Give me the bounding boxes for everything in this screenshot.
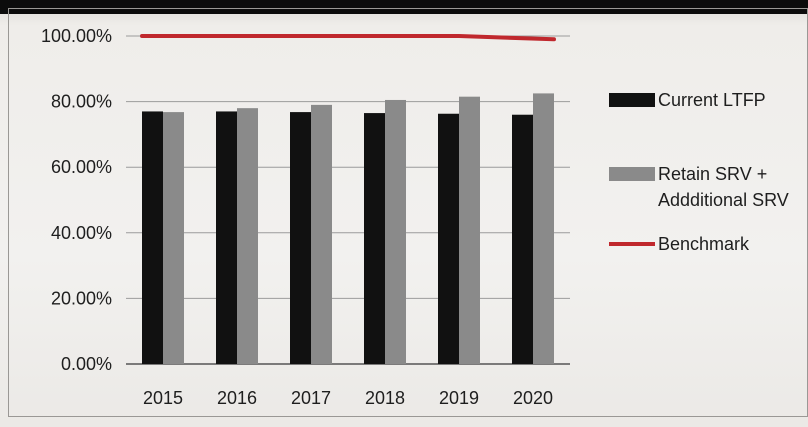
x-tick-label: 2019	[439, 388, 479, 408]
bar-retain-srv	[163, 112, 184, 364]
bar-current-ltfp	[438, 113, 459, 365]
y-tick-label: 40.00%	[51, 223, 112, 243]
bar-retain-srv	[385, 99, 406, 365]
y-tick-label: 0.00%	[61, 354, 112, 374]
bar-current-ltfp	[142, 111, 163, 364]
legend-label-benchmark: Benchmark	[658, 234, 750, 254]
legend: Current LTFP Retain SRV + Addditional SRV B…	[609, 90, 789, 254]
y-tick-label: 60.00%	[51, 157, 112, 177]
bar-retain-srv	[459, 96, 480, 365]
x-tick-label: 2018	[365, 388, 405, 408]
bar-current-ltfp	[290, 112, 311, 364]
x-tick-label: 2020	[513, 388, 553, 408]
x-axis-ticks: 2015 2016 2017 2018 2019 2020	[143, 388, 553, 408]
x-tick-label: 2016	[217, 388, 257, 408]
bar-retain-srv	[533, 93, 554, 365]
legend-swatch-current-ltfp	[609, 93, 655, 107]
x-tick-label: 2017	[291, 388, 331, 408]
scan-top-edge	[0, 0, 808, 14]
y-tick-label: 20.00%	[51, 288, 112, 308]
legend-label-current-ltfp: Current LTFP	[658, 90, 766, 110]
gridlines	[126, 35, 570, 365]
legend-swatch-retain-srv	[609, 167, 655, 181]
bar-retain-srv	[237, 108, 258, 364]
bar-retain-srv	[311, 104, 332, 364]
legend-label-retain-srv: Retain SRV + Addditional SRV	[658, 164, 789, 210]
benchmark-line-layer	[140, 34, 556, 42]
bars	[142, 93, 554, 365]
y-tick-label: 80.00%	[51, 92, 112, 112]
benchmark-line	[140, 34, 556, 42]
x-tick-label: 2015	[143, 388, 183, 408]
bar-current-ltfp	[512, 114, 533, 364]
bar-current-ltfp	[364, 113, 385, 364]
bar-current-ltfp	[216, 111, 237, 364]
y-axis-ticks: 0.00% 20.00% 40.00% 60.00% 80.00% 100.00%	[41, 26, 112, 374]
y-tick-label: 100.00%	[41, 26, 112, 46]
